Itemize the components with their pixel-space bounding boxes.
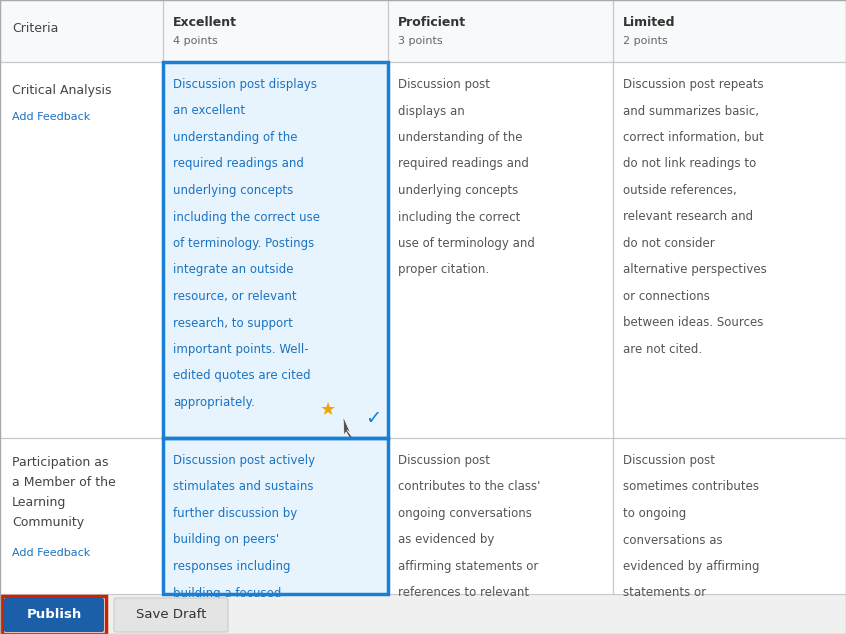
Text: including the correct use: including the correct use xyxy=(173,210,320,224)
Text: Learning: Learning xyxy=(12,496,66,509)
Bar xyxy=(163,438,388,594)
Text: references to relevant: references to relevant xyxy=(398,586,529,600)
Text: Criteria: Criteria xyxy=(12,22,58,35)
Text: statements or: statements or xyxy=(623,586,706,600)
Text: ✓: ✓ xyxy=(365,408,382,427)
Bar xyxy=(0,438,163,594)
Text: Discussion post actively: Discussion post actively xyxy=(173,454,315,467)
Text: to ongoing: to ongoing xyxy=(623,507,686,520)
Text: and summarizes basic,: and summarizes basic, xyxy=(623,105,759,117)
Text: of terminology. Postings: of terminology. Postings xyxy=(173,237,314,250)
Text: including the correct: including the correct xyxy=(398,210,520,224)
Text: ★: ★ xyxy=(320,401,336,419)
Text: outside references,: outside references, xyxy=(623,184,737,197)
Text: Community: Community xyxy=(12,516,84,529)
Text: understanding of the: understanding of the xyxy=(173,131,298,144)
Bar xyxy=(0,0,846,62)
Text: evidenced by affirming: evidenced by affirming xyxy=(623,560,760,573)
Text: stimulates and sustains: stimulates and sustains xyxy=(173,481,314,493)
Text: Discussion post displays: Discussion post displays xyxy=(173,78,317,91)
Text: conversations as: conversations as xyxy=(623,533,722,547)
Bar xyxy=(388,438,613,594)
Text: edited quotes are cited: edited quotes are cited xyxy=(173,370,310,382)
Text: Critical Analysis: Critical Analysis xyxy=(12,84,112,97)
Text: required readings and: required readings and xyxy=(398,157,529,171)
Text: between ideas. Sources: between ideas. Sources xyxy=(623,316,763,330)
Bar xyxy=(2,596,106,634)
Text: building on peers': building on peers' xyxy=(173,533,279,547)
Text: or connections: or connections xyxy=(623,290,710,303)
Bar xyxy=(0,62,163,438)
Text: do not consider: do not consider xyxy=(623,237,715,250)
Bar xyxy=(163,62,388,438)
Text: Discussion post: Discussion post xyxy=(623,454,715,467)
Text: Publish: Publish xyxy=(26,609,81,621)
Text: are not cited.: are not cited. xyxy=(623,343,702,356)
Text: Proficient: Proficient xyxy=(398,16,466,29)
Text: contributes to the class': contributes to the class' xyxy=(398,481,541,493)
Text: 3 points: 3 points xyxy=(398,36,442,46)
Text: relevant research and: relevant research and xyxy=(623,210,753,224)
Bar xyxy=(163,438,388,594)
Bar xyxy=(613,62,846,438)
Text: Excellent: Excellent xyxy=(173,16,237,29)
Text: a Member of the: a Member of the xyxy=(12,476,116,489)
Text: further discussion by: further discussion by xyxy=(173,507,297,520)
FancyBboxPatch shape xyxy=(4,598,104,632)
Text: resource, or relevant: resource, or relevant xyxy=(173,290,297,303)
Text: required readings and: required readings and xyxy=(173,157,304,171)
Text: do not link readings to: do not link readings to xyxy=(623,157,756,171)
Text: correct information, but: correct information, but xyxy=(623,131,764,144)
Text: underlying concepts: underlying concepts xyxy=(398,184,519,197)
Text: Discussion post: Discussion post xyxy=(398,78,490,91)
Text: Participation as: Participation as xyxy=(12,456,108,469)
Text: affirming statements or: affirming statements or xyxy=(398,560,538,573)
Text: important points. Well-: important points. Well- xyxy=(173,343,309,356)
Text: displays an: displays an xyxy=(398,105,464,117)
Text: appropriately.: appropriately. xyxy=(173,396,255,409)
Text: Limited: Limited xyxy=(623,16,675,29)
Polygon shape xyxy=(343,416,353,440)
Text: Discussion post: Discussion post xyxy=(398,454,490,467)
Text: alternative perspectives: alternative perspectives xyxy=(623,264,766,276)
Text: an excellent: an excellent xyxy=(173,105,245,117)
Text: Save Draft: Save Draft xyxy=(136,609,206,621)
Text: 4 points: 4 points xyxy=(173,36,217,46)
Text: ongoing conversations: ongoing conversations xyxy=(398,507,532,520)
FancyBboxPatch shape xyxy=(114,598,228,632)
Text: integrate an outside: integrate an outside xyxy=(173,264,294,276)
Text: Add Feedback: Add Feedback xyxy=(12,548,91,558)
Bar xyxy=(388,62,613,438)
Bar xyxy=(163,62,388,438)
Text: responses including: responses including xyxy=(173,560,290,573)
Text: Discussion post repeats: Discussion post repeats xyxy=(623,78,764,91)
Text: as evidenced by: as evidenced by xyxy=(398,533,494,547)
Bar xyxy=(613,438,846,594)
Bar xyxy=(0,594,846,634)
Text: proper citation.: proper citation. xyxy=(398,264,489,276)
Text: research, to support: research, to support xyxy=(173,316,293,330)
Text: use of terminology and: use of terminology and xyxy=(398,237,535,250)
Text: sometimes contributes: sometimes contributes xyxy=(623,481,759,493)
Text: Add Feedback: Add Feedback xyxy=(12,112,91,122)
Text: 2 points: 2 points xyxy=(623,36,667,46)
Text: underlying concepts: underlying concepts xyxy=(173,184,294,197)
Text: understanding of the: understanding of the xyxy=(398,131,523,144)
Text: building a focused: building a focused xyxy=(173,586,282,600)
